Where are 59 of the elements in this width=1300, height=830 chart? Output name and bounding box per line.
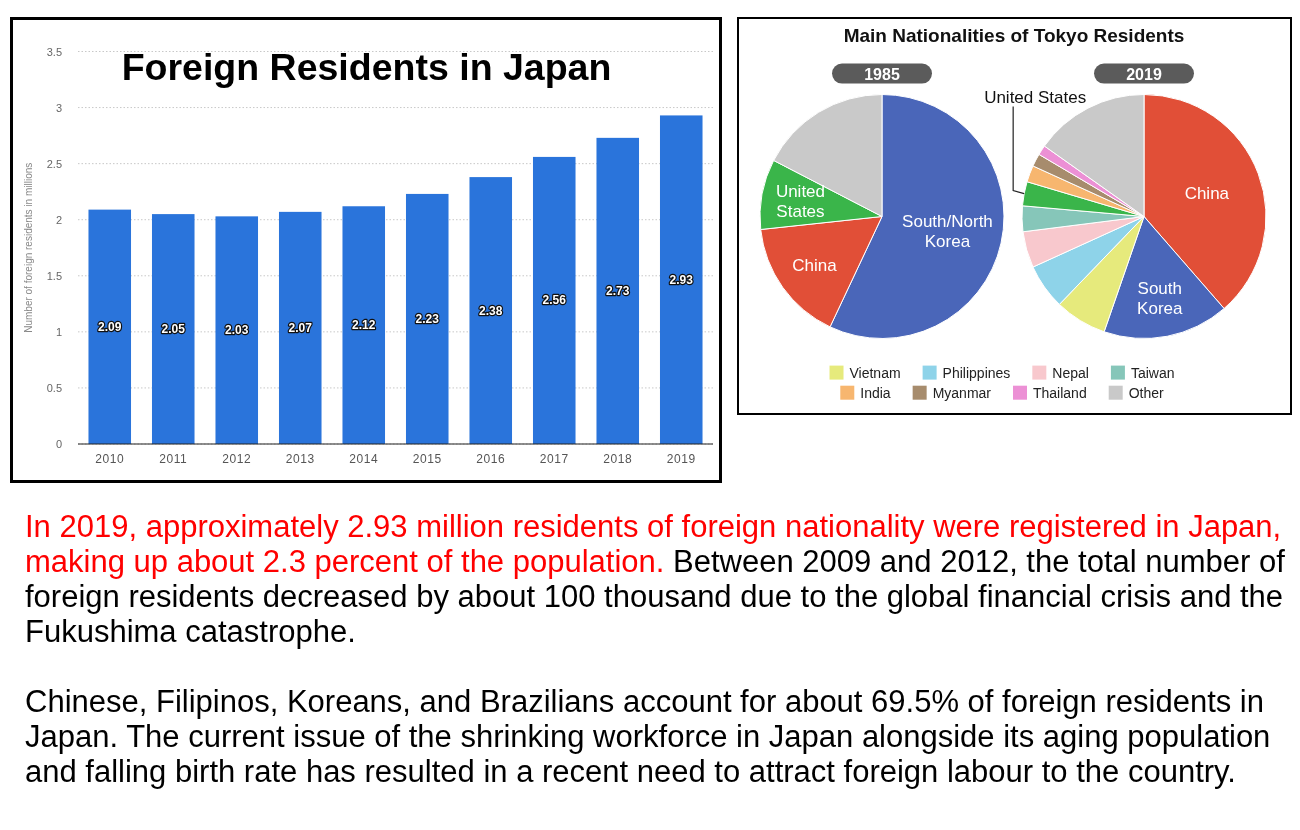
data-label: 2.09 — [98, 319, 122, 334]
data-label: 2.12 — [352, 318, 376, 333]
bar — [278, 211, 322, 444]
data-label: 2.73 — [606, 283, 630, 298]
text: Chinese, Filipinos, Koreans, and Brazilians account for about 69.5% of foreign residents in Japan. The current issue of the shrinking workforce in Japan alongside its aging population and falling birth rate has resulted in a recent need to attract foreign labour to the country. — [25, 683, 1271, 789]
x-tick-label: 2013 — [285, 452, 315, 466]
legend-label: Philippines — [942, 364, 1011, 381]
y-tick-label: 3 — [55, 101, 62, 114]
slice-label: United States — [775, 182, 826, 221]
bar — [532, 156, 576, 444]
y-tick-label: 3.5 — [46, 45, 62, 58]
bar — [596, 137, 640, 444]
data-label: 2.56 — [542, 293, 567, 308]
bar — [151, 214, 195, 444]
y-tick-label: 1.5 — [46, 269, 62, 282]
legend-label: Myanmar — [932, 384, 992, 401]
chart-subtitle: 1985 — [864, 65, 900, 83]
legend-label: Nepal — [1052, 364, 1089, 381]
x-tick-label: 2014 — [349, 452, 379, 466]
slice-label: United States — [984, 87, 1087, 107]
legend-label: Thailand — [1032, 384, 1087, 401]
y-tick-label: 0.5 — [46, 381, 62, 394]
chart-subtitle: 2019 — [1126, 65, 1162, 83]
y-tick-label: 0 — [55, 438, 62, 450]
y-tick-label: 2.5 — [46, 157, 62, 170]
x-tick-label: 2012 — [222, 452, 252, 466]
legend-label: Taiwan — [1130, 364, 1175, 381]
data-label: 2.38 — [479, 303, 503, 318]
x-tick-label: 2010 — [95, 452, 125, 466]
x-tick-label: 2016 — [476, 452, 506, 466]
text: In 2019, approximately 2.93 million residents of foreign nationality were registered in Japan, making up about 2.3 percent of the population. Between 2009 and 2012, the total number of foreign residents decreased by about 100 thousand due to the global financial crisis and the Fukushima catastrophe. — [25, 508, 1286, 649]
chart-title: Foreign Residents in Japan — [121, 46, 612, 88]
bar — [405, 193, 449, 444]
bar — [215, 216, 259, 444]
bar — [342, 206, 386, 444]
data-label: 2.07 — [288, 320, 313, 335]
legend-label: Other — [1128, 384, 1165, 401]
y-tick-label: 1 — [55, 325, 62, 338]
x-tick-label: 2018 — [603, 452, 633, 466]
x-tick-label: 2011 — [159, 452, 188, 466]
bar — [659, 115, 703, 444]
bar — [88, 209, 132, 444]
legend-label: Vietnam — [849, 364, 901, 381]
data-label: 2.05 — [161, 322, 186, 337]
slice-label: China — [792, 255, 838, 275]
slice-label: China — [1184, 183, 1230, 203]
x-tick-label: 2019 — [666, 452, 696, 466]
x-tick-label: 2015 — [412, 452, 442, 466]
data-label: 2.93 — [669, 272, 694, 287]
y-axis-title: Number of foreign residents in millions — [22, 162, 34, 333]
bar — [469, 177, 513, 444]
slice-label: South/North Korea — [902, 212, 993, 251]
y-tick-label: 2 — [55, 213, 62, 226]
legend-label: India — [860, 384, 891, 401]
slice-label: South Korea — [1137, 279, 1184, 318]
data-label: 2.23 — [415, 311, 440, 326]
x-tick-label: 2017 — [539, 452, 569, 466]
chart-title: Main Nationalities of Tokyo Residents — [843, 24, 1185, 46]
data-label: 2.03 — [225, 323, 249, 338]
